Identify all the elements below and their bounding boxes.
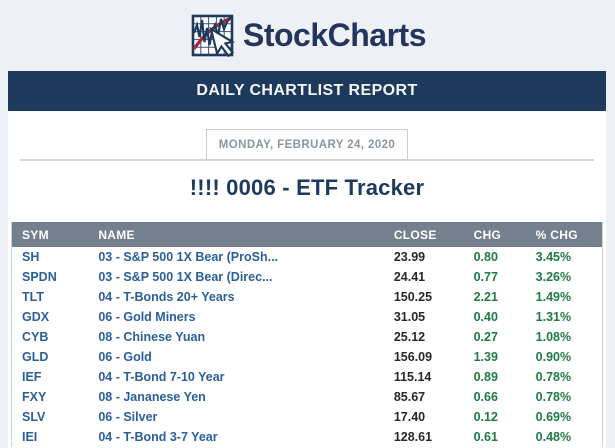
name-link[interactable]: 08 - Chinese Yuan <box>98 330 206 344</box>
report-date-badge: MONDAY, FEBRUARY 24, 2020 <box>206 129 408 160</box>
close-value: 17.40 <box>393 410 426 424</box>
close-value: 25.12 <box>393 330 426 344</box>
change-value: 0.61 <box>473 430 498 444</box>
report-title-bar: DAILY CHARTLIST REPORT <box>8 71 606 111</box>
chartlist-title: !!!! 0006 - ETF Tracker <box>189 175 425 200</box>
change-value: 0.89 <box>473 370 498 384</box>
table-row: GLD 06 - Gold 156.09 1.39 0.90% <box>12 347 603 367</box>
change-value: 0.77 <box>473 270 498 284</box>
symbol-link[interactable]: SLV <box>22 410 46 424</box>
column-header-close: CLOSE <box>383 222 464 247</box>
change-value: 0.12 <box>473 410 498 424</box>
brand-name: StockCharts <box>243 17 427 53</box>
close-value: 24.41 <box>393 270 426 284</box>
brand-header: StockCharts <box>0 0 615 71</box>
column-header-name: NAME <box>88 222 384 247</box>
name-link[interactable]: 06 - Gold Miners <box>98 310 196 324</box>
column-header-pctchg: % CHG <box>525 222 603 247</box>
symbol-link[interactable]: GDX <box>22 310 50 324</box>
table-row: IEI 04 - T-Bond 3-7 Year 128.61 0.61 0.4… <box>12 427 603 447</box>
percent-change-value: 1.08% <box>535 330 572 344</box>
symbol-link[interactable]: FXY <box>22 390 47 404</box>
name-link[interactable]: 06 - Gold <box>98 350 152 364</box>
close-value: 23.99 <box>393 250 426 264</box>
percent-change-value: 0.69% <box>535 410 572 424</box>
date-section: MONDAY, FEBRUARY 24, 2020 <box>20 129 594 161</box>
column-header-chg: CHG <box>463 222 526 247</box>
name-link[interactable]: 03 - S&P 500 1X Bear (ProSh... <box>98 250 279 264</box>
table-row: SLV 06 - Silver 17.40 0.12 0.69% <box>12 407 603 427</box>
name-link[interactable]: 06 - Silver <box>98 410 158 424</box>
etf-table-body: SH 03 - S&P 500 1X Bear (ProSh... 23.99 … <box>12 247 603 447</box>
table-row: SH 03 - S&P 500 1X Bear (ProSh... 23.99 … <box>12 247 603 267</box>
etf-table: SYM NAME CLOSE CHG % CHG SH 03 - S&P 500… <box>11 222 603 447</box>
change-value: 0.40 <box>473 310 498 324</box>
table-row: IEF 04 - T-Bond 7-10 Year 115.14 0.89 0.… <box>12 367 603 387</box>
name-link[interactable]: 04 - T-Bond 7-10 Year <box>98 370 225 384</box>
change-value: 0.66 <box>473 390 498 404</box>
change-value: 0.80 <box>473 250 498 264</box>
stockcharts-chart-cursor-icon <box>191 14 236 57</box>
stockcharts-logo[interactable]: StockCharts <box>189 12 427 60</box>
close-value: 115.14 <box>393 370 432 384</box>
symbol-link[interactable]: IEI <box>22 430 38 444</box>
etf-table-container: SYM NAME CLOSE CHG % CHG SH 03 - S&P 500… <box>11 222 603 447</box>
close-value: 150.25 <box>393 290 433 304</box>
name-link[interactable]: 03 - S&P 500 1X Bear (Direc... <box>98 270 273 284</box>
close-value: 31.05 <box>393 310 426 324</box>
etf-table-header: SYM NAME CLOSE CHG % CHG <box>11 222 603 247</box>
table-row: CYB 08 - Chinese Yuan 25.12 0.27 1.08% <box>12 327 603 347</box>
percent-change-value: 0.48% <box>535 430 572 444</box>
name-link[interactable]: 08 - Jananese Yen <box>98 390 206 404</box>
change-value: 0.27 <box>473 330 498 344</box>
percent-change-value: 3.45% <box>535 250 572 264</box>
divider-line <box>20 159 594 161</box>
close-value: 128.61 <box>393 430 433 444</box>
symbol-link[interactable]: IEF <box>22 370 42 384</box>
percent-change-value: 1.31% <box>535 310 572 324</box>
symbol-link[interactable]: CYB <box>22 330 49 344</box>
percent-change-value: 0.78% <box>535 370 572 384</box>
name-link[interactable]: 04 - T-Bond 3-7 Year <box>98 430 218 444</box>
report-title: DAILY CHARTLIST REPORT <box>196 82 418 99</box>
table-row: GDX 06 - Gold Miners 31.05 0.40 1.31% <box>12 307 603 327</box>
table-row: FXY 08 - Jananese Yen 85.67 0.66 0.78% <box>12 387 603 407</box>
table-row: SPDN 03 - S&P 500 1X Bear (Direc... 24.4… <box>12 267 603 287</box>
report-frame: DAILY CHARTLIST REPORT MONDAY, FEBRUARY … <box>8 71 606 448</box>
table-row: TLT 04 - T-Bonds 20+ Years 150.25 2.21 1… <box>12 287 603 307</box>
percent-change-value: 0.90% <box>535 350 572 364</box>
change-value: 1.39 <box>473 350 498 364</box>
name-link[interactable]: 04 - T-Bonds 20+ Years <box>98 290 235 304</box>
symbol-link[interactable]: SPDN <box>22 270 57 284</box>
change-value: 2.21 <box>473 290 498 304</box>
percent-change-value: 3.26% <box>535 270 572 284</box>
percent-change-value: 1.49% <box>535 290 572 304</box>
symbol-link[interactable]: TLT <box>22 290 44 304</box>
close-value: 156.09 <box>393 350 433 364</box>
close-value: 85.67 <box>393 390 426 404</box>
report-body: MONDAY, FEBRUARY 24, 2020 !!!! 0006 - ET… <box>8 111 606 448</box>
symbol-link[interactable]: SH <box>22 250 40 264</box>
percent-change-value: 0.78% <box>535 390 572 404</box>
column-header-sym: SYM <box>11 222 89 247</box>
symbol-link[interactable]: GLD <box>22 350 49 364</box>
